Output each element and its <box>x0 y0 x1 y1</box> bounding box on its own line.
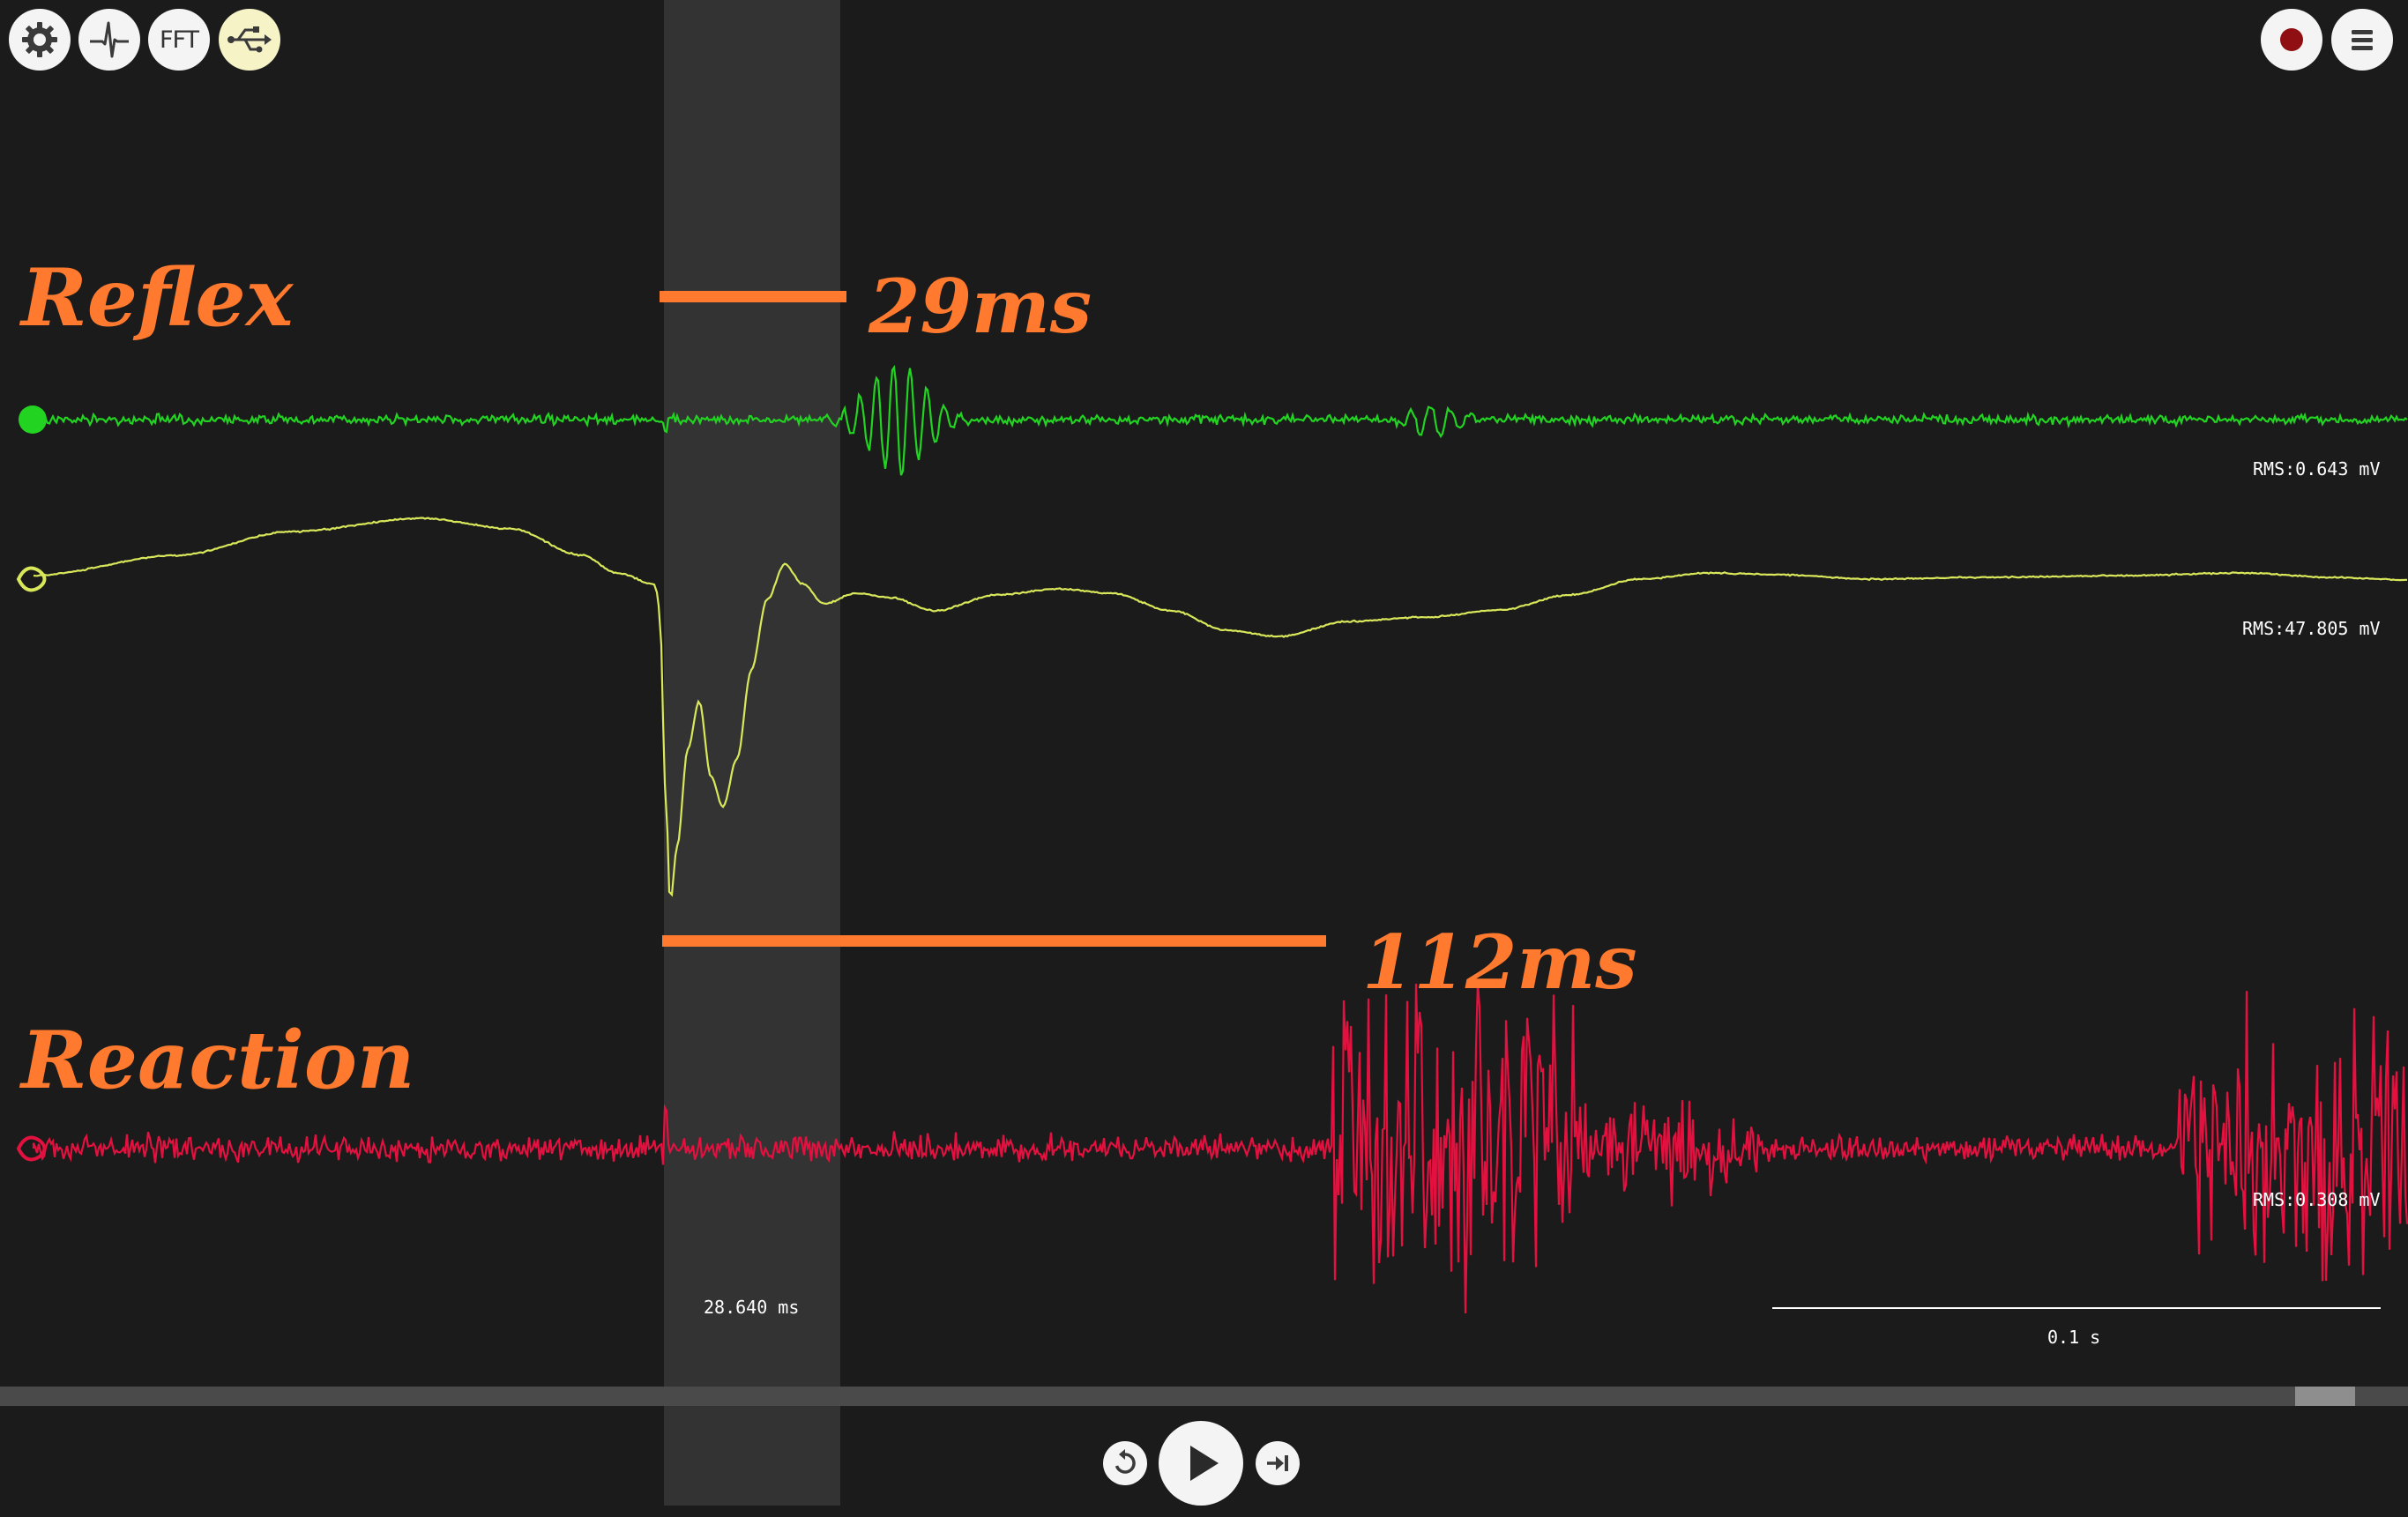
channel-1-handle[interactable] <box>19 405 47 434</box>
selection-duration: 28.640 ms <box>704 1297 800 1318</box>
usb-icon <box>227 26 272 53</box>
channel-2-rms: RMS:47.805 mV <box>2242 618 2381 639</box>
timeline-scrubber[interactable] <box>0 1387 2408 1406</box>
spike-icon <box>90 21 129 58</box>
usb-button[interactable] <box>219 9 280 71</box>
channel-2-handle[interactable] <box>16 566 47 592</box>
channel-3-rms: RMS:0.308 mV <box>2253 1189 2381 1210</box>
reflex-time-label: 29ms <box>869 263 1092 350</box>
fft-button-label: FFT <box>159 26 199 54</box>
menu-button[interactable] <box>2331 9 2393 71</box>
channel-3-waveform <box>32 982 2408 1314</box>
reaction-time-label: 112ms <box>1362 918 1637 1006</box>
skip-to-end-icon <box>1267 1455 1288 1471</box>
threshold-button[interactable] <box>78 9 140 71</box>
channel-1-rms: RMS:0.643 mV <box>2253 458 2381 480</box>
fft-button[interactable]: FFT <box>148 9 210 71</box>
channel-3-handle[interactable] <box>16 1135 47 1162</box>
selection-region[interactable] <box>664 0 840 1506</box>
rewind-button[interactable] <box>1103 1441 1147 1485</box>
reaction-label: Reaction <box>21 1014 415 1107</box>
play-button[interactable] <box>1159 1421 1243 1506</box>
timeline-scrubber-thumb[interactable] <box>2295 1387 2355 1406</box>
hamburger-menu-icon <box>2352 30 2373 50</box>
record-button[interactable] <box>2261 9 2322 71</box>
skip-to-end-button[interactable] <box>1256 1441 1300 1485</box>
rewind-icon <box>1115 1449 1136 1474</box>
gear-icon <box>22 22 57 57</box>
reflex-label: Reflex <box>21 251 294 345</box>
reaction-latency-bar <box>662 935 1326 947</box>
settings-button[interactable] <box>9 9 71 71</box>
channel-1-waveform <box>32 364 2408 476</box>
channel-2-waveform <box>33 517 2407 897</box>
reflex-latency-bar <box>660 291 846 302</box>
record-dot-icon <box>2280 28 2303 51</box>
time-scale-label: 0.1 s <box>2047 1327 2101 1348</box>
play-icon <box>1190 1446 1219 1481</box>
